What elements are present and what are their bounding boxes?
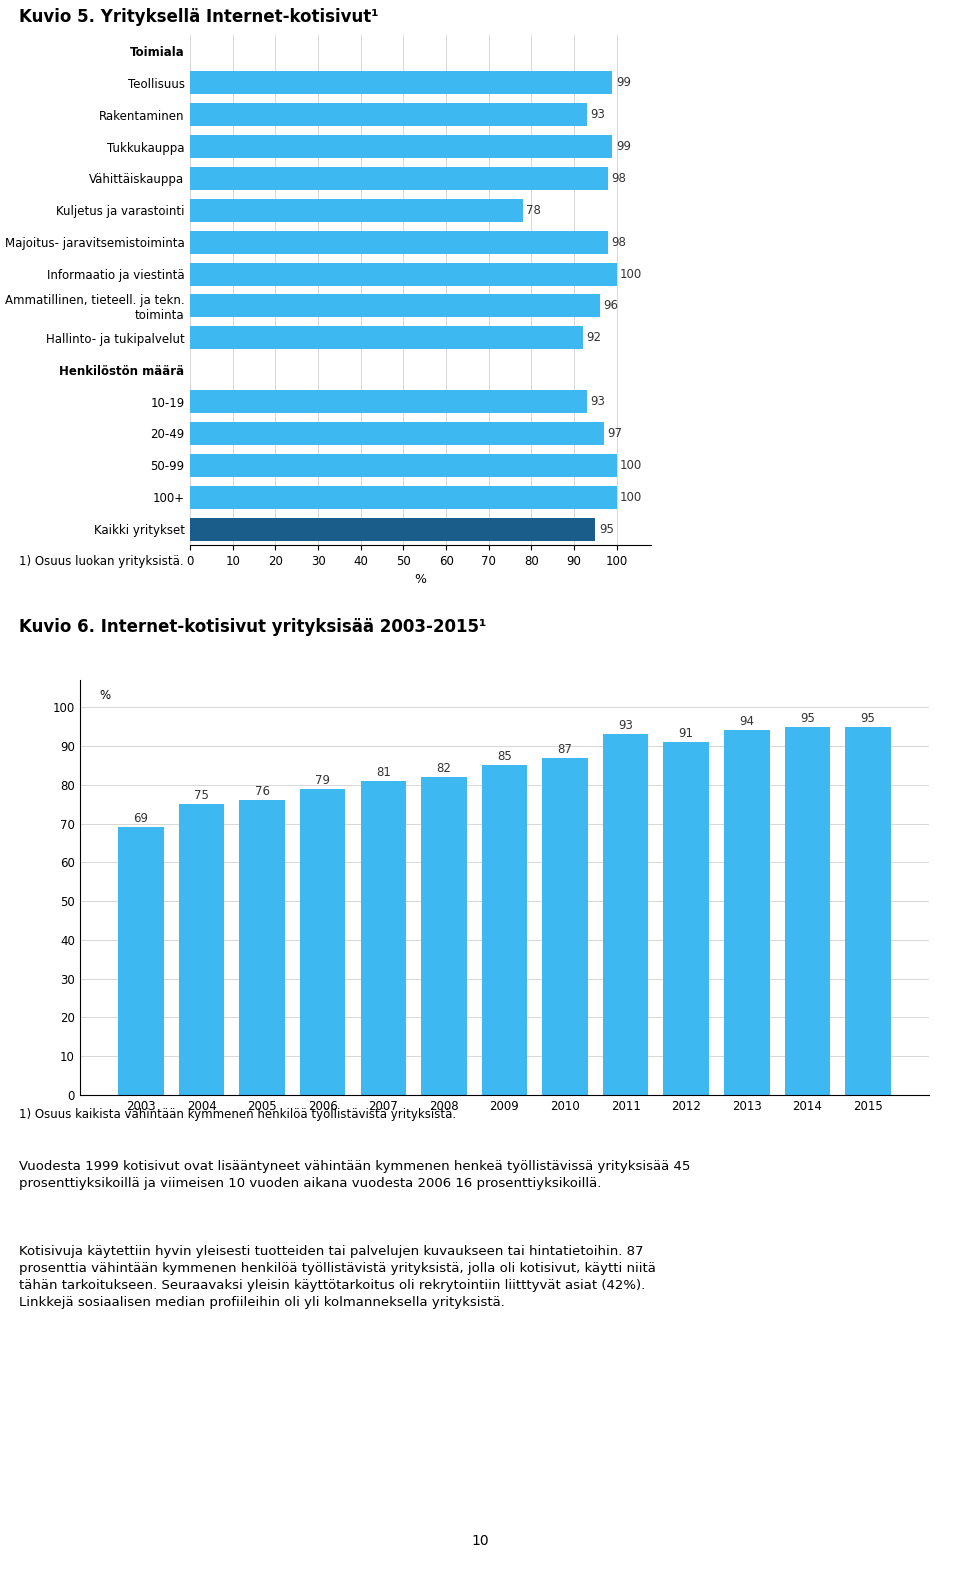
Bar [118,827,164,1096]
Text: 76: 76 [254,786,270,799]
Text: 99: 99 [616,140,631,152]
Bar [190,517,595,541]
Text: 98: 98 [612,236,627,248]
Bar [190,71,612,94]
Text: 85: 85 [497,750,512,764]
Bar [190,390,587,413]
Text: Kuvio 6. Internet-kotisivut yrityksisää 2003-2015¹: Kuvio 6. Internet-kotisivut yrityksisää … [19,618,487,637]
Bar [663,742,708,1096]
Bar [603,734,648,1096]
Bar [190,454,616,476]
Bar [190,294,600,318]
X-axis label: %: % [415,574,426,586]
Text: 93: 93 [590,395,605,409]
Text: 95: 95 [800,712,815,725]
Text: 75: 75 [194,789,209,802]
Bar [239,800,285,1096]
Text: 99: 99 [616,77,631,90]
Text: 1) Osuus kaikista vähintään kymmenen henkilöä työllistävistä yrityksistä.: 1) Osuus kaikista vähintään kymmenen hen… [19,1108,456,1121]
Bar [845,726,891,1096]
Text: 69: 69 [133,813,149,825]
Bar [482,766,527,1096]
Bar [421,777,467,1096]
Text: 82: 82 [437,762,451,775]
Bar [179,805,225,1096]
Text: 98: 98 [612,171,627,185]
Text: 1) Osuus luokan yrityksistä.: 1) Osuus luokan yrityksistä. [19,555,183,567]
Bar [784,726,830,1096]
Text: 92: 92 [586,332,601,344]
Text: 97: 97 [608,428,622,440]
Bar [190,198,523,222]
Bar [190,104,587,126]
Text: Kotisivuja käytettiin hyvin yleisesti tuotteiden tai palvelujen kuvaukseen tai h: Kotisivuja käytettiin hyvin yleisesti tu… [19,1245,656,1309]
Bar [190,327,583,349]
Text: 100: 100 [620,267,642,280]
Text: 93: 93 [590,108,605,121]
Text: 87: 87 [558,742,572,756]
Bar [190,167,609,190]
Bar [190,231,609,253]
Text: Kuvio 5. Yrityksellä Internet-kotisivut¹: Kuvio 5. Yrityksellä Internet-kotisivut¹ [19,8,378,27]
Text: 100: 100 [620,459,642,472]
Bar [190,135,612,159]
Bar [190,486,616,509]
Text: 95: 95 [599,522,613,536]
Text: 96: 96 [603,299,618,313]
Text: 78: 78 [526,204,541,217]
Bar [724,731,770,1096]
Text: 94: 94 [739,715,755,728]
Bar [190,263,616,286]
Bar [190,421,604,445]
Text: 79: 79 [315,773,330,786]
Bar [300,789,346,1096]
Text: 100: 100 [620,490,642,503]
Text: Vuodesta 1999 kotisivut ovat lisääntyneet vähintään kymmenen henkeä työllistävis: Vuodesta 1999 kotisivut ovat lisääntynee… [19,1160,690,1190]
Text: 93: 93 [618,720,633,733]
Text: 95: 95 [860,712,876,725]
Text: 81: 81 [376,766,391,778]
Text: 91: 91 [679,728,694,740]
Text: %: % [100,689,110,703]
Bar [361,781,406,1096]
Text: 10: 10 [471,1534,489,1548]
Bar [542,758,588,1096]
